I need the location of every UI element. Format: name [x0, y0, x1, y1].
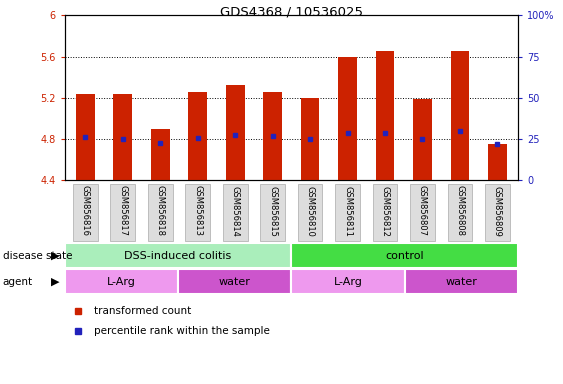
Text: GSM856811: GSM856811: [343, 185, 352, 237]
Text: transformed count: transformed count: [94, 306, 191, 316]
Text: GSM856808: GSM856808: [455, 185, 464, 237]
Text: water: water: [219, 276, 251, 287]
Text: percentile rank within the sample: percentile rank within the sample: [94, 326, 270, 336]
Bar: [226, 84, 244, 180]
FancyBboxPatch shape: [148, 184, 173, 241]
Text: water: water: [445, 276, 477, 287]
Bar: [376, 51, 394, 180]
Bar: [450, 51, 470, 180]
FancyBboxPatch shape: [292, 269, 405, 294]
Bar: [113, 94, 132, 180]
FancyBboxPatch shape: [292, 243, 518, 268]
FancyBboxPatch shape: [335, 184, 360, 241]
Text: GSM856812: GSM856812: [381, 185, 390, 237]
Bar: [189, 92, 207, 180]
FancyBboxPatch shape: [485, 184, 510, 241]
Text: GDS4368 / 10536025: GDS4368 / 10536025: [220, 6, 363, 19]
Text: DSS-induced colitis: DSS-induced colitis: [124, 250, 231, 261]
Text: GSM856810: GSM856810: [306, 185, 315, 237]
Bar: [338, 57, 357, 180]
FancyBboxPatch shape: [373, 184, 397, 241]
Text: L-Arg: L-Arg: [333, 276, 363, 287]
Bar: [488, 144, 507, 180]
Text: ▶: ▶: [51, 250, 59, 261]
Text: GSM856815: GSM856815: [268, 185, 277, 237]
FancyBboxPatch shape: [178, 269, 292, 294]
Text: control: control: [385, 250, 424, 261]
FancyBboxPatch shape: [110, 184, 135, 241]
Bar: [151, 129, 169, 180]
FancyBboxPatch shape: [260, 184, 285, 241]
Text: agent: agent: [3, 276, 33, 287]
FancyBboxPatch shape: [405, 269, 518, 294]
FancyBboxPatch shape: [223, 184, 248, 241]
Text: GSM856818: GSM856818: [156, 185, 165, 237]
FancyBboxPatch shape: [298, 184, 323, 241]
Bar: [413, 99, 432, 180]
Text: GSM856807: GSM856807: [418, 185, 427, 237]
FancyBboxPatch shape: [410, 184, 435, 241]
Text: ▶: ▶: [51, 276, 59, 287]
Text: disease state: disease state: [3, 250, 72, 261]
FancyBboxPatch shape: [65, 243, 292, 268]
Text: GSM856813: GSM856813: [193, 185, 202, 237]
FancyBboxPatch shape: [448, 184, 472, 241]
FancyBboxPatch shape: [73, 184, 98, 241]
Bar: [301, 98, 319, 180]
Text: GSM856809: GSM856809: [493, 185, 502, 237]
Text: L-Arg: L-Arg: [107, 276, 136, 287]
FancyBboxPatch shape: [65, 269, 178, 294]
Bar: [76, 94, 95, 180]
Bar: [263, 92, 282, 180]
Text: GSM856814: GSM856814: [231, 185, 240, 237]
Text: GSM856817: GSM856817: [118, 185, 127, 237]
FancyBboxPatch shape: [185, 184, 210, 241]
Text: GSM856816: GSM856816: [81, 185, 90, 237]
